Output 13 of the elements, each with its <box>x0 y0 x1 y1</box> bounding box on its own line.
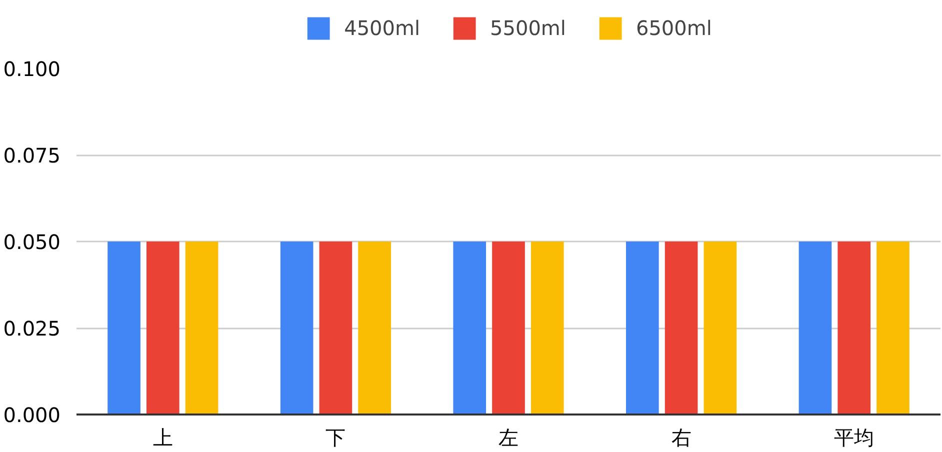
x-tick-label: 右 <box>671 426 692 450</box>
x-tick-label: 左 <box>498 426 518 450</box>
x-tick-label: 下 <box>326 426 346 450</box>
y-tick-label: 0.100 <box>3 57 61 81</box>
y-tick-label: 0.075 <box>3 144 61 168</box>
legend-label: 4500ml <box>344 16 420 40</box>
legend-label: 6500ml <box>636 16 712 40</box>
y-tick-label: 0.000 <box>3 403 61 427</box>
y-tick-label: 0.050 <box>3 230 61 254</box>
x-tick-label: 平均 <box>834 426 874 450</box>
y-tick-label: 0.025 <box>3 316 61 340</box>
x-tick-label: 上 <box>152 426 173 450</box>
legend-label: 5500ml <box>490 16 566 40</box>
